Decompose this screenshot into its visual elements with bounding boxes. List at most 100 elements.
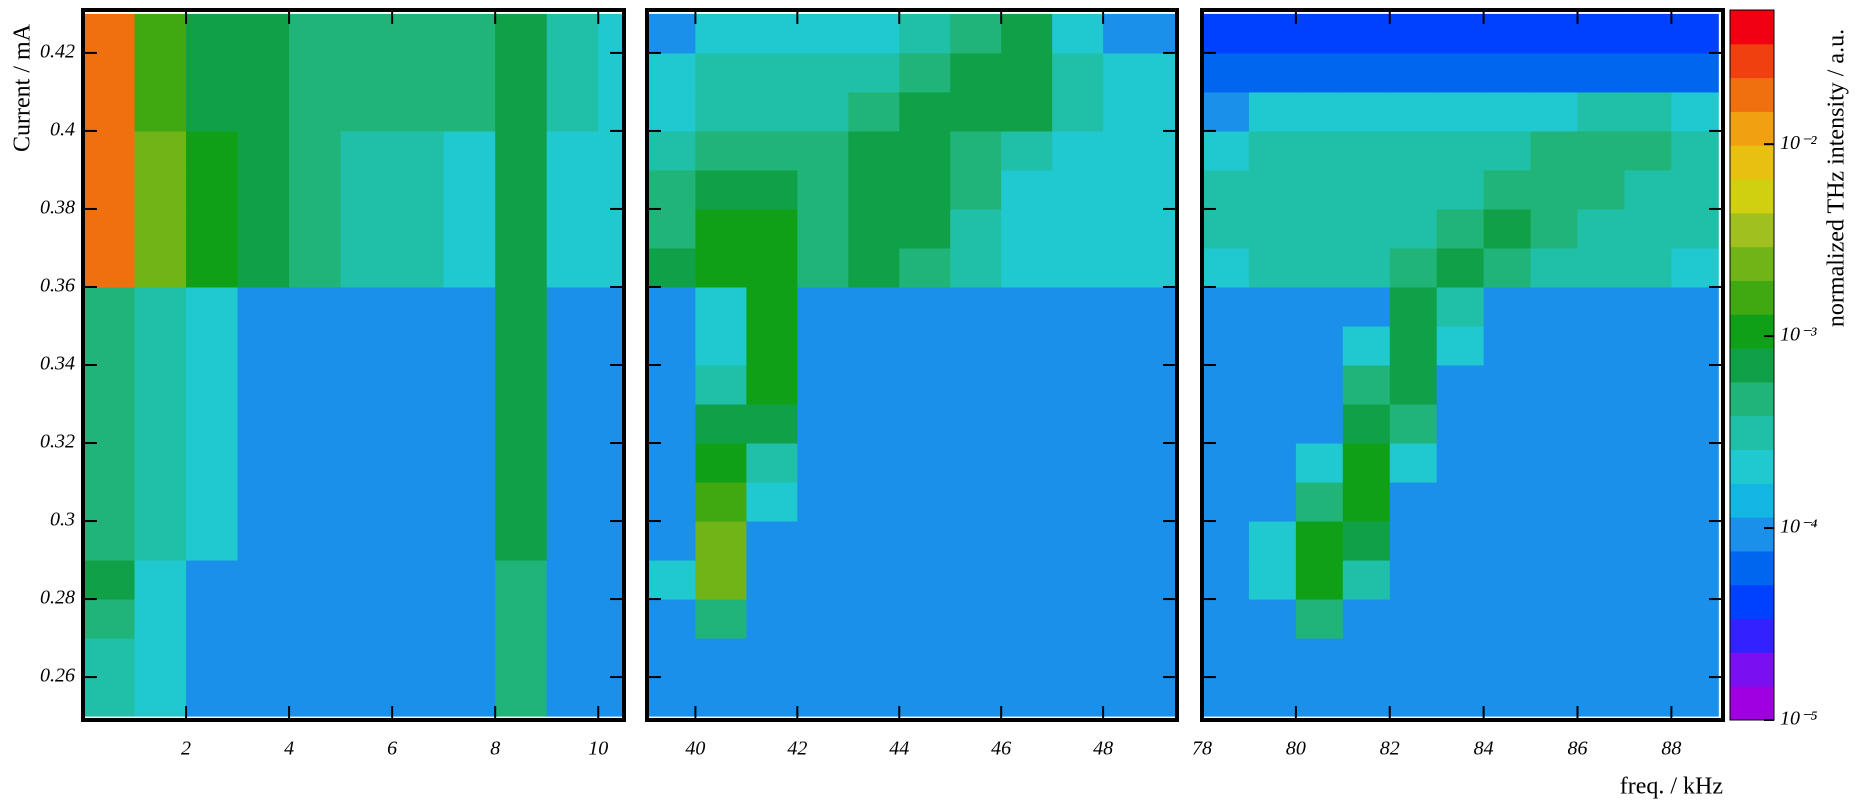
heatmap-cell: [598, 169, 624, 210]
heatmap-cell: [598, 677, 624, 717]
heatmap-cell: [1001, 482, 1053, 522]
heatmap-cell: [1530, 247, 1578, 288]
heatmap-cell: [1436, 638, 1485, 678]
heatmap-cell: [1202, 52, 1250, 93]
heatmap-cell: [392, 443, 445, 483]
heatmap-cell: [1001, 638, 1053, 678]
heatmap-cell: [1389, 521, 1438, 561]
heatmap-cell: [1389, 325, 1438, 366]
heatmap-cell: [1483, 286, 1532, 327]
x-axis-label: freq. / kHz: [1620, 774, 1723, 800]
heatmap-cell: [950, 482, 1002, 522]
x-tick-label: 86: [1567, 738, 1587, 760]
heatmap-cell: [1001, 52, 1053, 93]
colorbar-band: [1730, 348, 1774, 383]
heatmap-cell: [1342, 130, 1391, 171]
heatmap-cell: [340, 91, 393, 132]
heatmap-cell: [237, 325, 290, 366]
heatmap-cell: [340, 130, 393, 171]
heatmap-cell: [1624, 521, 1672, 561]
x-tick-label: 88: [1661, 738, 1681, 760]
colorbar-band: [1730, 212, 1774, 248]
heatmap-cell: [1154, 208, 1177, 249]
heatmap-cell: [695, 521, 747, 561]
heatmap-cell: [1001, 286, 1053, 327]
heatmap-cell: [1483, 677, 1532, 717]
heatmap-cell: [237, 599, 290, 639]
heatmap-cell: [340, 482, 393, 522]
heatmap-cell: [83, 599, 136, 639]
frame: [1200, 8, 1725, 722]
heatmap-cell: [746, 208, 798, 249]
heatmap-cell: [1624, 13, 1672, 54]
heatmap-cell: [695, 599, 747, 639]
heatmap-cell: [1202, 286, 1250, 327]
heatmap-cell: [546, 482, 599, 522]
heatmap-cell: [1483, 482, 1532, 522]
heatmap-cell: [1248, 677, 1297, 717]
heatmap-cell: [797, 443, 849, 483]
heatmap-cell: [134, 52, 187, 93]
heatmap-cell: [746, 482, 798, 522]
heatmap-cell: [495, 599, 548, 639]
heatmap-cell: [495, 638, 548, 678]
heatmap-cell: [237, 638, 290, 678]
heatmap-cell: [1530, 482, 1578, 522]
heatmap-cell: [1436, 169, 1485, 210]
heatmap-cell: [1248, 365, 1297, 405]
heatmap-cell: [1530, 169, 1578, 210]
heatmap-cell: [495, 130, 548, 171]
colorbar-band: [1730, 415, 1774, 451]
heatmap-cell: [289, 247, 342, 288]
heatmap-cell: [848, 599, 900, 639]
heatmap-cell: [899, 13, 951, 54]
heatmap-cell: [134, 482, 187, 522]
heatmap-cell: [746, 91, 798, 132]
heatmap-cell: [237, 52, 290, 93]
colorbar-tick-label: 10⁻²: [1780, 132, 1818, 154]
heatmap-cell: [83, 638, 136, 678]
heatmap-cell: [495, 482, 548, 522]
colorbar-band: [1730, 10, 1774, 45]
heatmap-cell: [495, 247, 548, 288]
heatmap-cell: [1624, 599, 1672, 639]
heatmap-cell: [1103, 677, 1155, 717]
heatmap-cell: [83, 13, 136, 54]
heatmap-cell: [1671, 325, 1719, 366]
heatmap-cell: [746, 52, 798, 93]
heatmap-cell: [848, 365, 900, 405]
heatmap-cell: [1530, 560, 1578, 600]
heatmap-cell: [950, 404, 1002, 444]
heatmap-cell: [746, 638, 798, 678]
heatmap-cell: [1342, 404, 1391, 444]
heatmap-cell: [1103, 13, 1155, 54]
heatmap-cell: [1530, 208, 1578, 249]
x-tick-label: 82: [1380, 738, 1400, 760]
x-tick-label: 40: [685, 738, 705, 760]
heatmap-cell: [546, 208, 599, 249]
heatmap-cell: [289, 560, 342, 600]
heatmap-cell: [1154, 482, 1177, 522]
heatmap-cell: [1052, 286, 1104, 327]
heatmap-cell: [647, 286, 696, 327]
heatmap-cell: [899, 247, 951, 288]
heatmap-cell: [598, 91, 624, 132]
heatmap-cell: [1671, 208, 1719, 249]
heatmap-cell: [495, 404, 548, 444]
heatmap-cell: [392, 560, 445, 600]
heatmap-cell: [695, 286, 747, 327]
heatmap-cell: [695, 208, 747, 249]
heatmap-cell: [1103, 169, 1155, 210]
heatmap-cell: [1295, 404, 1344, 444]
heatmap-cell: [1389, 13, 1438, 54]
heatmap-cell: [899, 560, 951, 600]
heatmap-cell: [1389, 91, 1438, 132]
heatmap-cell: [289, 91, 342, 132]
heatmap-cell: [1671, 482, 1719, 522]
heatmap-cell: [1001, 599, 1053, 639]
colorbar-tick-label: 10⁻⁵: [1780, 708, 1818, 730]
heatmap-cell: [1577, 286, 1625, 327]
heatmap-cell: [746, 247, 798, 288]
heatmap-cell: [186, 404, 239, 444]
heatmap-cell: [1483, 560, 1532, 600]
